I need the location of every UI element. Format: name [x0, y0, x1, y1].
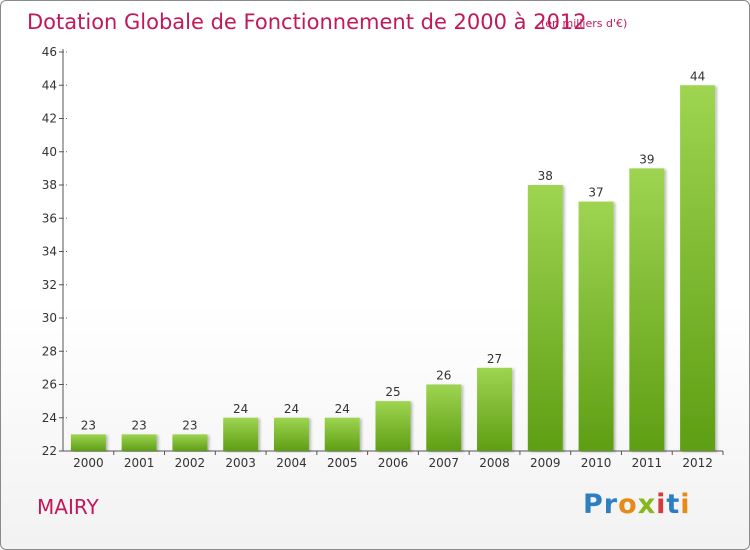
x-tick-label-2007: 2007 [428, 456, 459, 470]
proxiti-logo: Proxiti [583, 489, 691, 520]
x-tick-label-2003: 2003 [225, 456, 256, 470]
x-tick-label-2008: 2008 [479, 456, 510, 470]
y-tick-label: 28 [42, 344, 57, 358]
bar-2004 [273, 417, 309, 451]
bar-value-label-2004: 24 [284, 402, 299, 416]
chart-title: Dotation Globale de Fonctionnement de 20… [27, 10, 587, 34]
x-tick-label-2009: 2009 [530, 456, 561, 470]
bar-2011 [629, 168, 665, 451]
x-tick-label-2012: 2012 [682, 456, 713, 470]
commune-name: MAIRY [37, 495, 99, 519]
bar-2005 [324, 417, 360, 451]
y-tick-label: 32 [42, 278, 57, 292]
bar-2003 [223, 417, 259, 451]
x-tick-label-2004: 2004 [276, 456, 307, 470]
logo-letter: P [583, 489, 604, 520]
x-tick-label-2001: 2001 [124, 456, 155, 470]
x-tick-label-2011: 2011 [632, 456, 663, 470]
y-tick-label: 42 [42, 112, 57, 126]
logo-letter: r [603, 489, 619, 520]
y-tick-label: 46 [42, 45, 57, 59]
logo-letter: t [666, 489, 681, 520]
bar-value-label-2005: 24 [335, 402, 350, 416]
y-tick-label: 22 [42, 444, 57, 458]
bar-2006 [375, 401, 411, 451]
y-tick-label: 30 [42, 311, 57, 325]
chart-subtitle: (en milliers d'€) [541, 17, 628, 30]
x-tick-label-2002: 2002 [175, 456, 206, 470]
bar-value-label-2002: 23 [182, 418, 197, 432]
x-tick-label-2006: 2006 [378, 456, 409, 470]
y-tick-label: 34 [42, 245, 57, 259]
bar-2007 [426, 384, 462, 451]
bar-value-label-2001: 23 [132, 418, 147, 432]
y-tick-label: 26 [42, 378, 57, 392]
bar-2002 [172, 434, 208, 451]
bar-2008 [477, 367, 513, 451]
bar-value-label-2000: 23 [81, 418, 96, 432]
bar-value-label-2008: 27 [487, 352, 502, 366]
bar-value-label-2011: 39 [639, 152, 654, 166]
x-tick-label-2000: 2000 [73, 456, 104, 470]
bar-value-label-2007: 26 [436, 369, 451, 383]
bar-value-label-2012: 44 [690, 69, 705, 83]
bar-2000 [70, 434, 106, 451]
logo-letter: i [656, 489, 667, 520]
logo-letter: o [618, 489, 638, 520]
bar-2010 [578, 201, 614, 451]
bar-value-label-2009: 38 [538, 169, 553, 183]
bar-value-label-2006: 25 [385, 385, 400, 399]
logo-letter: x [637, 489, 657, 520]
bar-2009 [527, 185, 563, 451]
y-tick-label: 36 [42, 211, 57, 225]
bar-2001 [121, 434, 157, 451]
y-tick-label: 24 [42, 411, 57, 425]
x-tick-label-2010: 2010 [581, 456, 612, 470]
bar-value-label-2010: 37 [588, 186, 603, 200]
logo-letter: i [680, 489, 691, 520]
y-tick-label: 40 [42, 145, 57, 159]
x-tick-label-2005: 2005 [327, 456, 358, 470]
y-tick-label: 44 [42, 78, 57, 92]
bar-value-label-2003: 24 [233, 402, 248, 416]
y-tick-label: 38 [42, 178, 57, 192]
bar-2012 [680, 85, 716, 451]
